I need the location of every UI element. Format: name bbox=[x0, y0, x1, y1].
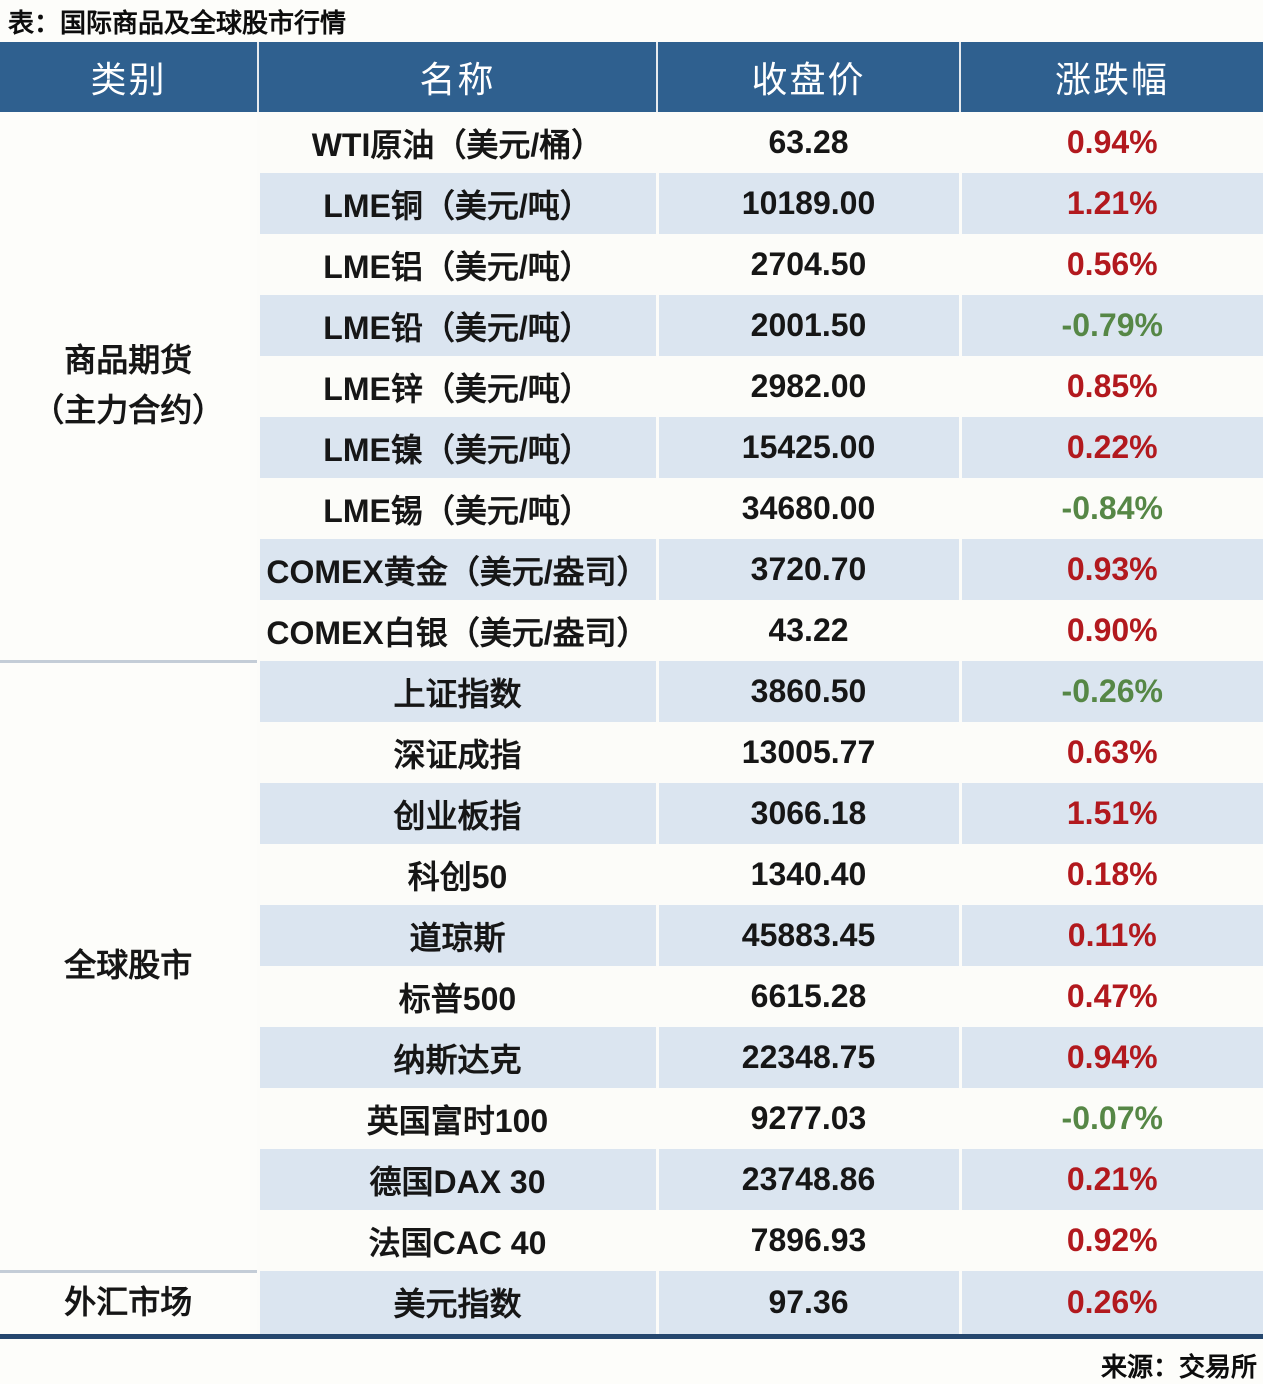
close-price-cell: 10189.00 bbox=[655, 173, 960, 234]
instrument-name-cell: 科创50 bbox=[256, 844, 657, 905]
close-price-cell: 63.28 bbox=[655, 112, 960, 173]
change-pct-cell: 0.11% bbox=[958, 905, 1263, 966]
instrument-name-cell: 英国富时100 bbox=[256, 1088, 657, 1149]
instrument-name-cell: 创业板指 bbox=[256, 783, 657, 844]
header-cell-category: 类别 bbox=[0, 42, 258, 112]
table-header: 类别 名称 收盘价 涨跌幅 bbox=[0, 42, 1263, 112]
instrument-name-cell: 德国DAX 30 bbox=[256, 1149, 657, 1210]
table-row: COMEX白银（美元/盎司） 43.22 0.90% bbox=[0, 600, 1263, 661]
instrument-name-cell: LME铜（美元/吨） bbox=[256, 173, 657, 234]
quotes-table: 类别 名称 收盘价 涨跌幅 商品期货 （主力合约） WTI原油（美元/桶） 63.28… bbox=[0, 42, 1263, 1339]
change-pct-cell: 0.93% bbox=[958, 539, 1263, 600]
page-title: 表：国际商品及全球股市行情 bbox=[8, 7, 347, 38]
close-price-cell: 45883.45 bbox=[655, 905, 960, 966]
instrument-name-cell: LME锌（美元/吨） bbox=[256, 356, 657, 417]
change-pct-cell: 0.56% bbox=[958, 234, 1263, 295]
close-price-cell: 15425.00 bbox=[655, 417, 960, 478]
close-price-cell: 43.22 bbox=[655, 600, 960, 661]
header-cell-name: 名称 bbox=[257, 42, 657, 112]
table-body: 商品期货 （主力合约） WTI原油（美元/桶） 63.28 0.94% LME铜（美元/吨… bbox=[0, 112, 1263, 1336]
close-price-cell: 2982.00 bbox=[655, 356, 960, 417]
close-price-cell: 97.36 bbox=[655, 1271, 960, 1336]
instrument-name-cell: WTI原油（美元/桶） bbox=[256, 112, 657, 173]
close-price-cell: 13005.77 bbox=[655, 722, 960, 783]
header-row: 类别 名称 收盘价 涨跌幅 bbox=[0, 42, 1263, 112]
change-pct-cell: 0.92% bbox=[958, 1210, 1263, 1271]
change-pct-cell: 0.22% bbox=[958, 417, 1263, 478]
instrument-name-cell: 法国CAC 40 bbox=[256, 1210, 657, 1271]
change-pct-cell: 1.51% bbox=[958, 783, 1263, 844]
category-cell: 全球股市 bbox=[0, 659, 258, 1271]
change-pct-cell: 0.63% bbox=[958, 722, 1263, 783]
table-row: COMEX黄金（美元/盎司） 3720.70 0.93% bbox=[0, 539, 1263, 600]
change-pct-cell: -0.07% bbox=[958, 1088, 1263, 1149]
instrument-name-cell: LME镍（美元/吨） bbox=[256, 417, 657, 478]
change-pct-cell: -0.26% bbox=[958, 661, 1263, 722]
change-pct-cell: 0.85% bbox=[958, 356, 1263, 417]
table-row: 法国CAC 40 7896.93 0.92% bbox=[0, 1210, 1263, 1271]
instrument-name-cell: LME铅（美元/吨） bbox=[256, 295, 657, 356]
header-cell-change: 涨跌幅 bbox=[959, 42, 1263, 112]
change-pct-cell: 0.94% bbox=[958, 1027, 1263, 1088]
instrument-name-cell: LME锡（美元/吨） bbox=[256, 478, 657, 539]
instrument-name-cell: 道琼斯 bbox=[256, 905, 657, 966]
table-row: LME铝（美元/吨） 2704.50 0.56% bbox=[0, 234, 1263, 295]
close-price-cell: 2001.50 bbox=[655, 295, 960, 356]
close-price-cell: 22348.75 bbox=[655, 1027, 960, 1088]
close-price-cell: 1340.40 bbox=[655, 844, 960, 905]
close-price-cell: 3720.70 bbox=[655, 539, 960, 600]
table-row: LME锡（美元/吨） 34680.00 -0.84% bbox=[0, 478, 1263, 539]
instrument-name-cell: 纳斯达克 bbox=[256, 1027, 657, 1088]
close-price-cell: 9277.03 bbox=[655, 1088, 960, 1149]
change-pct-cell: 0.21% bbox=[958, 1149, 1263, 1210]
close-price-cell: 3066.18 bbox=[655, 783, 960, 844]
table-row: LME锌（美元/吨） 2982.00 0.85% bbox=[0, 356, 1263, 417]
table-row: 商品期货 （主力合约） WTI原油（美元/桶） 63.28 0.94% bbox=[0, 112, 1263, 428]
change-pct-cell: 0.47% bbox=[958, 966, 1263, 1027]
instrument-name-cell: COMEX黄金（美元/盎司） bbox=[256, 539, 657, 600]
instrument-name-cell: 上证指数 bbox=[256, 661, 657, 722]
change-pct-cell: -0.84% bbox=[958, 478, 1263, 539]
table-row: 科创50 1340.40 0.18% bbox=[0, 844, 1263, 905]
table-row: LME铅（美元/吨） 2001.50 -0.79% bbox=[0, 295, 1263, 356]
instrument-name-cell: 标普500 bbox=[256, 966, 657, 1027]
change-pct-cell: 0.94% bbox=[958, 112, 1263, 173]
category-cell: 外汇市场 bbox=[0, 1269, 258, 1336]
source-note: 来源：交易所 bbox=[1100, 1351, 1257, 1382]
table-row: 全球股市 上证指数 3860.50 -0.26% bbox=[0, 659, 1263, 1271]
close-price-cell: 3860.50 bbox=[655, 661, 960, 722]
table-row: 外汇市场 美元指数 97.36 0.26% bbox=[0, 1269, 1263, 1336]
close-price-cell: 6615.28 bbox=[655, 966, 960, 1027]
table-row: 纳斯达克 22348.75 0.94% bbox=[0, 1027, 1263, 1088]
instrument-name-cell: 美元指数 bbox=[256, 1271, 657, 1336]
instrument-name-cell: LME铝（美元/吨） bbox=[256, 234, 657, 295]
header-cell-close: 收盘价 bbox=[656, 42, 960, 112]
instrument-name-cell: COMEX白银（美元/盎司） bbox=[256, 600, 657, 661]
table-row: LME镍（美元/吨） 15425.00 0.22% bbox=[0, 417, 1263, 478]
table-row: 创业板指 3066.18 1.51% bbox=[0, 783, 1263, 844]
table-row: LME铜（美元/吨） 10189.00 1.21% bbox=[0, 173, 1263, 234]
change-pct-cell: 0.26% bbox=[958, 1271, 1263, 1336]
change-pct-cell: 0.18% bbox=[958, 844, 1263, 905]
table-row: 标普500 6615.28 0.47% bbox=[0, 966, 1263, 1027]
table-row: 道琼斯 45883.45 0.11% bbox=[0, 905, 1263, 966]
close-price-cell: 34680.00 bbox=[655, 478, 960, 539]
table-row: 德国DAX 30 23748.86 0.21% bbox=[0, 1149, 1263, 1210]
category-cell: 商品期货 （主力合约） bbox=[32, 342, 225, 428]
change-pct-cell: -0.79% bbox=[958, 295, 1263, 356]
close-price-cell: 2704.50 bbox=[655, 234, 960, 295]
close-price-cell: 7896.93 bbox=[655, 1210, 960, 1271]
close-price-cell: 23748.86 bbox=[655, 1149, 960, 1210]
change-pct-cell: 1.21% bbox=[958, 173, 1263, 234]
instrument-name-cell: 深证成指 bbox=[256, 722, 657, 783]
table-row: 深证成指 13005.77 0.63% bbox=[0, 722, 1263, 783]
change-pct-cell: 0.90% bbox=[958, 600, 1263, 661]
table-row: 英国富时100 9277.03 -0.07% bbox=[0, 1088, 1263, 1149]
